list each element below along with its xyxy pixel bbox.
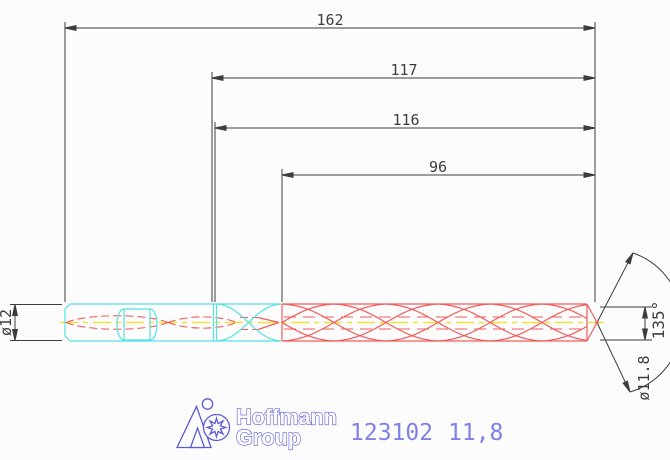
- hoffmann-group-figure-star-icon: [175, 398, 231, 449]
- arrowhead-icon: [211, 74, 224, 82]
- dimension-96-label: 96: [429, 158, 447, 176]
- arrowhead-icon: [281, 171, 294, 179]
- angle-leg-upper: [596, 252, 634, 323]
- arrowhead-icon: [11, 329, 19, 341]
- dimension-dia12: ø12: [0, 304, 62, 341]
- angle-leg-lower: [596, 322, 631, 393]
- part-size: 11,8: [448, 420, 503, 446]
- clamp-feature-caps: [116, 308, 158, 341]
- dimension-116: 116: [214, 111, 596, 302]
- dimension-162: 162: [64, 11, 596, 302]
- arrowhead-icon: [64, 24, 77, 32]
- arrowhead-icon: [214, 124, 227, 132]
- runout-curve: [216, 303, 282, 342]
- hidden-core-line: [167, 321, 238, 329]
- part-number: 123102: [350, 420, 433, 446]
- logo-star-burst: [205, 416, 228, 439]
- arrowhead-icon: [11, 304, 19, 316]
- arrowhead-icon: [583, 24, 596, 32]
- shank-end-lines: [212, 304, 218, 341]
- arrowhead-icon: [583, 74, 596, 82]
- dimension-angle-135: 135°: [596, 252, 670, 393]
- helix-curves: [282, 303, 587, 342]
- dimension-117-label: 117: [390, 61, 417, 79]
- hidden-core-line: [65, 315, 169, 324]
- logo-inner-triangle: [189, 426, 206, 449]
- shank-outline: [64, 303, 281, 342]
- dimension-117: 117: [211, 61, 596, 302]
- brand-line1: Hoffmann: [236, 405, 337, 430]
- brand-wordmark: Hoffmann Group: [235, 404, 337, 451]
- part-info-text: 123102 11,8: [350, 420, 503, 446]
- clamp-feature-body: [123, 308, 151, 341]
- arrowhead-icon: [622, 380, 631, 393]
- dimension-dia118: ø11.8: [600, 306, 653, 401]
- angle-arc: [629, 252, 670, 393]
- logo-head-circle: [201, 398, 214, 410]
- hidden-core-line: [167, 316, 238, 324]
- arrowhead-icon: [583, 171, 596, 179]
- dimension-116-label: 116: [392, 111, 419, 129]
- dimension-dia12-label: ø12: [0, 309, 15, 336]
- arrowhead-icon: [625, 252, 634, 265]
- arrowhead-icon: [641, 328, 649, 341]
- dimension-162-label: 162: [316, 11, 343, 29]
- arrowhead-icon: [641, 306, 649, 319]
- dimension-96: 96: [281, 158, 596, 302]
- brand-line2: Group: [236, 425, 301, 450]
- dimension-angle-label: 135°: [649, 301, 668, 340]
- flute-runout-edge: [257, 316, 280, 331]
- arrowhead-icon: [583, 124, 596, 132]
- drill-shank-layer: [64, 303, 282, 342]
- drill-tip-point: [595, 320, 599, 325]
- dimension-dia118-label: ø11.8: [635, 355, 653, 400]
- dimension-layer: 162 117 116 96: [0, 11, 670, 401]
